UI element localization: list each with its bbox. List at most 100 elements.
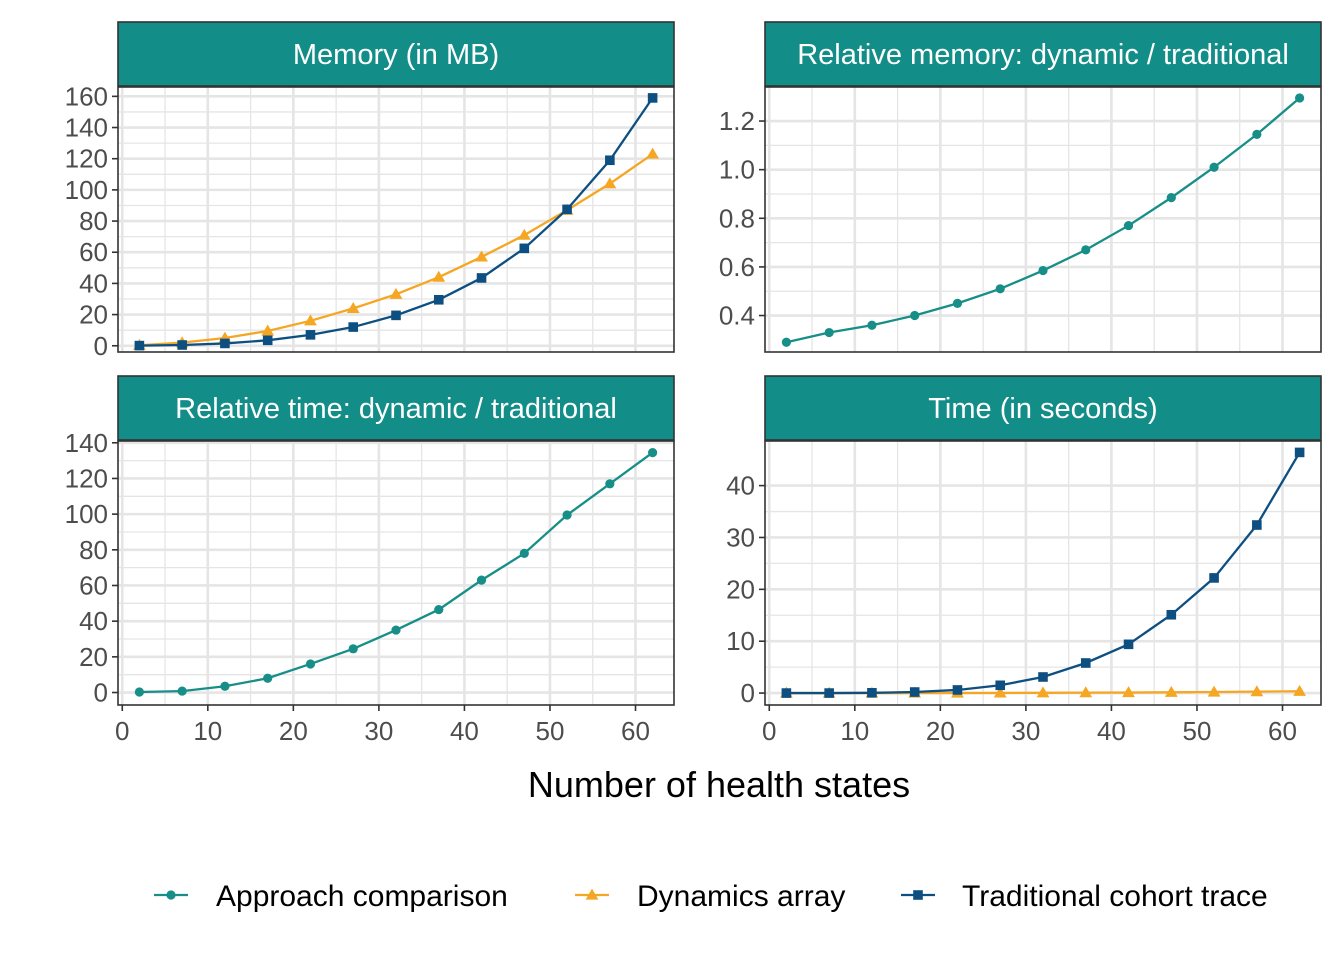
legend-item: Traditional cohort trace <box>901 880 1268 913</box>
data-point <box>1207 685 1221 697</box>
data-point <box>391 625 401 635</box>
data-point <box>1166 609 1177 620</box>
data-point <box>1250 685 1264 697</box>
data-point <box>648 447 658 458</box>
panel-3: Relative time: dynamic / traditional 0 20 4… <box>65 375 675 746</box>
y-tick-label: 120 <box>65 144 108 174</box>
y-tick-label: 0 <box>94 331 108 361</box>
legend-item: Dynamics array <box>575 880 845 913</box>
panel-background <box>118 87 674 352</box>
data-point <box>134 687 144 697</box>
data-point <box>1209 573 1219 583</box>
data-point <box>348 644 358 654</box>
y-tick-label: 140 <box>65 428 108 458</box>
y-tick-label: 40 <box>79 606 108 636</box>
data-point <box>1079 686 1093 698</box>
y-tick-label: 10 <box>726 626 755 656</box>
y-tick-label: 160 <box>65 81 108 111</box>
x-tick-label: 40 <box>1097 716 1126 746</box>
x-axis-title: Number of health states <box>528 764 910 805</box>
x-tick-label: 0 <box>762 716 776 746</box>
data-point <box>781 337 791 347</box>
data-point <box>220 338 230 349</box>
y-tick-label: 80 <box>79 206 108 236</box>
y-tick-label: 20 <box>726 574 755 604</box>
data-point <box>476 575 487 585</box>
y-tick-label: 140 <box>65 113 108 143</box>
data-point <box>1252 129 1262 140</box>
data-point <box>389 287 403 299</box>
panel-strip <box>117 21 675 87</box>
data-point <box>867 320 877 330</box>
x-tick-label: 10 <box>840 716 869 746</box>
data-point <box>646 147 660 159</box>
data-point <box>263 673 273 683</box>
data-point <box>220 681 230 691</box>
panel-series <box>779 447 1307 698</box>
data-point <box>647 93 658 103</box>
y-tick-label: 80 <box>79 535 108 565</box>
y-tick-label: 0.8 <box>719 203 755 233</box>
panel-title: Memory (in MB) <box>293 39 499 71</box>
data-point <box>867 688 877 698</box>
data-point <box>348 322 359 332</box>
y-tick-label: 20 <box>79 642 108 672</box>
panels: Memory (in MB)020406080100120140160Relat… <box>65 21 1322 746</box>
panel-4: Time (in seconds) 0 10 20 30 40 0 10 20 30 40 50 60 <box>726 375 1322 746</box>
data-point <box>1164 685 1178 697</box>
y-tick-label: 20 <box>79 300 108 330</box>
data-point <box>995 284 1005 294</box>
legend: Approach comparison Dynamics array Traditi… <box>154 880 1268 913</box>
panel-border <box>764 440 1322 706</box>
x-tick-label: 40 <box>450 716 479 746</box>
data-point <box>519 548 529 558</box>
panel-series <box>132 93 660 351</box>
panel-strip <box>764 21 1322 87</box>
data-point <box>1209 162 1219 172</box>
y-tick-label: 0.6 <box>719 252 755 282</box>
x-tick-label: 20 <box>926 716 955 746</box>
data-point <box>781 688 792 698</box>
data-point <box>391 310 401 321</box>
data-point <box>262 335 273 346</box>
data-point <box>475 250 488 262</box>
panel-strip <box>764 375 1322 441</box>
data-point <box>1038 265 1048 276</box>
data-point <box>1294 447 1305 458</box>
data-point <box>1080 658 1091 668</box>
data-point <box>1036 686 1050 698</box>
data-point <box>1166 193 1176 203</box>
data-point <box>177 340 187 350</box>
x-tick-label: 60 <box>621 716 650 746</box>
data-point <box>177 686 187 696</box>
legend-key-marker <box>585 888 599 900</box>
x-tick-label: 50 <box>536 716 565 746</box>
data-point <box>517 228 531 240</box>
panel-2: Relative memory: dynamic / traditional 0.… <box>719 21 1322 353</box>
x-tick-label: 60 <box>1268 716 1297 746</box>
panel-border <box>117 440 675 706</box>
y-tick-label: 30 <box>726 522 755 552</box>
legend-label: Dynamics array <box>637 880 845 913</box>
data-point <box>519 243 530 254</box>
data-point <box>562 204 572 215</box>
data-point <box>952 685 963 695</box>
x-tick-label: 30 <box>364 716 393 746</box>
data-point <box>952 298 963 308</box>
panel-title: Relative time: dynamic / traditional <box>175 393 617 425</box>
x-tick-label: 30 <box>1011 716 1040 746</box>
panel-background <box>118 441 674 705</box>
x-tick-label: 10 <box>193 716 222 746</box>
legend-item: Approach comparison <box>154 880 508 913</box>
x-tick-label: 20 <box>279 716 308 746</box>
panel-grid <box>118 441 674 705</box>
data-point <box>305 330 316 340</box>
data-point <box>1293 684 1307 696</box>
y-tick-label: 40 <box>726 471 755 501</box>
data-point <box>909 687 920 697</box>
legend-label: Traditional cohort trace <box>962 880 1268 913</box>
panel-border <box>117 86 675 353</box>
data-point <box>1295 93 1305 103</box>
x-tick-label: 50 <box>1183 716 1212 746</box>
